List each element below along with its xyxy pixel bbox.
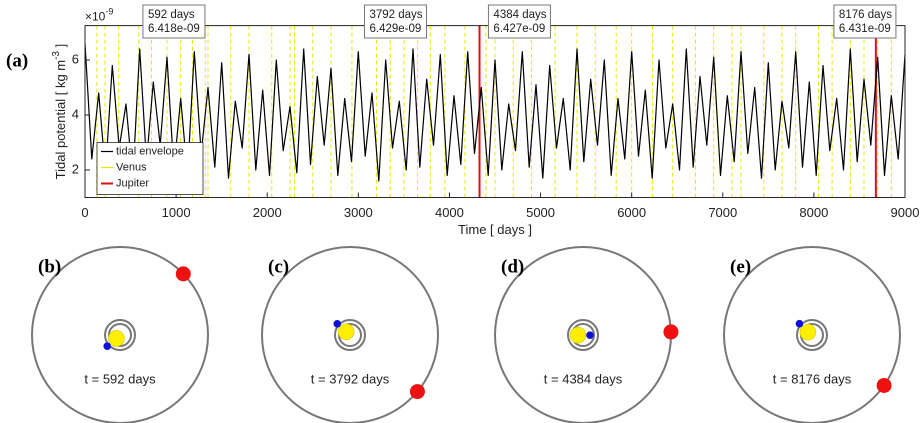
y-axis-label: Tidal potential [ kg m-3 ]	[51, 44, 69, 180]
legend-box	[96, 142, 204, 195]
y-tick-label: 4	[72, 106, 79, 121]
venus	[586, 331, 594, 339]
y-label-main: Tidal potential [ kg m	[53, 60, 68, 179]
x-tick-label: 9000	[891, 205, 920, 220]
jupiter-orbit	[31, 246, 209, 423]
jupiter-orbit	[723, 246, 901, 423]
annotation-label: 4384 days	[493, 9, 546, 21]
orbit-caption: t = 8176 days	[773, 371, 852, 386]
x-axis-label: Time [ days ]	[458, 222, 532, 237]
jupiter	[876, 377, 892, 393]
venus	[103, 342, 112, 350]
panel-label: (a)	[6, 50, 28, 71]
panel-label: (e)	[730, 256, 751, 277]
sun	[569, 326, 587, 344]
y-label-end: ]	[53, 44, 68, 51]
y-tick-label: 6	[72, 51, 79, 66]
sun	[799, 323, 817, 341]
jupiter	[175, 266, 191, 282]
orbit-caption: t = 592 days	[84, 371, 156, 386]
earth-orbit	[104, 319, 136, 351]
annotation-label: 3792 days	[369, 9, 422, 21]
annotation-value: 6.429e-09	[369, 23, 421, 35]
legend-label: tidal envelope	[116, 145, 184, 157]
envelope-line	[85, 43, 905, 182]
earth-orbit	[567, 319, 599, 351]
x-tick-label: 0	[81, 205, 88, 220]
x-tick-label: 7000	[708, 205, 737, 220]
orbit-caption: t = 3792 days	[311, 371, 390, 386]
legend-label: Jupiter	[116, 177, 149, 189]
jupiter	[663, 324, 679, 340]
x-tick-label: 4000	[435, 205, 464, 220]
annotation-box	[363, 4, 427, 39]
x-tick-label: 6000	[617, 205, 646, 220]
annotation-label: 8176 days	[839, 9, 892, 21]
earth-orbit	[796, 319, 828, 351]
annotation-value: 6.418e-09	[148, 23, 200, 35]
x-tick-label: 8000	[799, 205, 828, 220]
sun	[108, 330, 125, 347]
orbit-caption: t = 4384 days	[544, 371, 623, 386]
x-tick-label: 5000	[526, 205, 555, 220]
y-multiplier-base: ×10	[85, 10, 106, 24]
earth-orbit	[334, 319, 366, 351]
venus	[333, 319, 342, 328]
y-multiplier-exp: -9	[105, 7, 113, 17]
y-tick-label: 2	[72, 161, 79, 176]
panel-label: (b)	[38, 256, 61, 277]
annotation-box	[833, 4, 897, 39]
jupiter-orbit	[261, 246, 439, 423]
annotation-value: 6.427e-09	[493, 23, 545, 35]
legend-label: Venus	[116, 161, 147, 173]
panel-label: (c)	[268, 256, 289, 277]
y-multiplier: ×10-9	[85, 7, 113, 24]
venus	[795, 319, 804, 328]
panel-label: (d)	[501, 256, 524, 277]
y-label-sup: -3	[51, 51, 62, 60]
annotation-label: 592 days	[148, 9, 195, 21]
sun	[337, 323, 355, 341]
x-tick-label: 1000	[162, 205, 191, 220]
x-tick-label: 3000	[344, 205, 373, 220]
annotation-value: 6.431e-09	[839, 23, 891, 35]
annotation-box	[487, 4, 551, 39]
jupiter	[409, 384, 425, 400]
x-tick-label: 2000	[253, 205, 282, 220]
annotation-box	[142, 4, 206, 39]
